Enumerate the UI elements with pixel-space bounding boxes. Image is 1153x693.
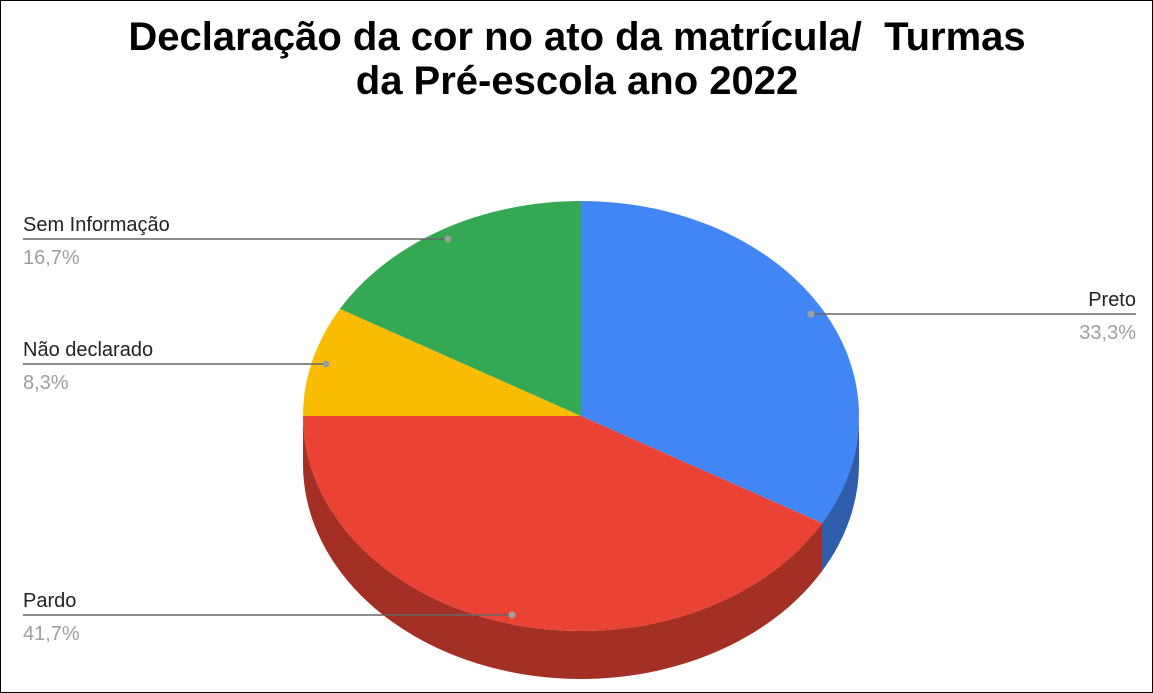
slice-value-label: 16,7%: [23, 247, 80, 269]
slice-value-label: 8,3%: [23, 372, 69, 394]
slice-label: Preto: [1088, 289, 1136, 311]
slice-value-label: 41,7%: [23, 623, 80, 645]
pie-slice: [339, 201, 581, 416]
slice-side: [822, 416, 859, 572]
slice-side: [303, 416, 823, 679]
slice-label: Não declarado: [23, 339, 153, 361]
slice-value-label: 33,3%: [1079, 322, 1136, 344]
leader-dot: [807, 310, 815, 318]
slice-label: Pardo: [23, 590, 76, 612]
pie-slice: [581, 201, 859, 524]
leader-dot: [322, 360, 330, 368]
slice-label: Sem Informação: [23, 214, 170, 236]
pie-slice: [303, 416, 823, 631]
leader-dot: [444, 235, 452, 243]
pie-slice: [303, 308, 581, 416]
leader-dot: [508, 611, 516, 619]
chart-title: Declaração da cor no ato da matrícula/ T…: [128, 15, 1037, 103]
